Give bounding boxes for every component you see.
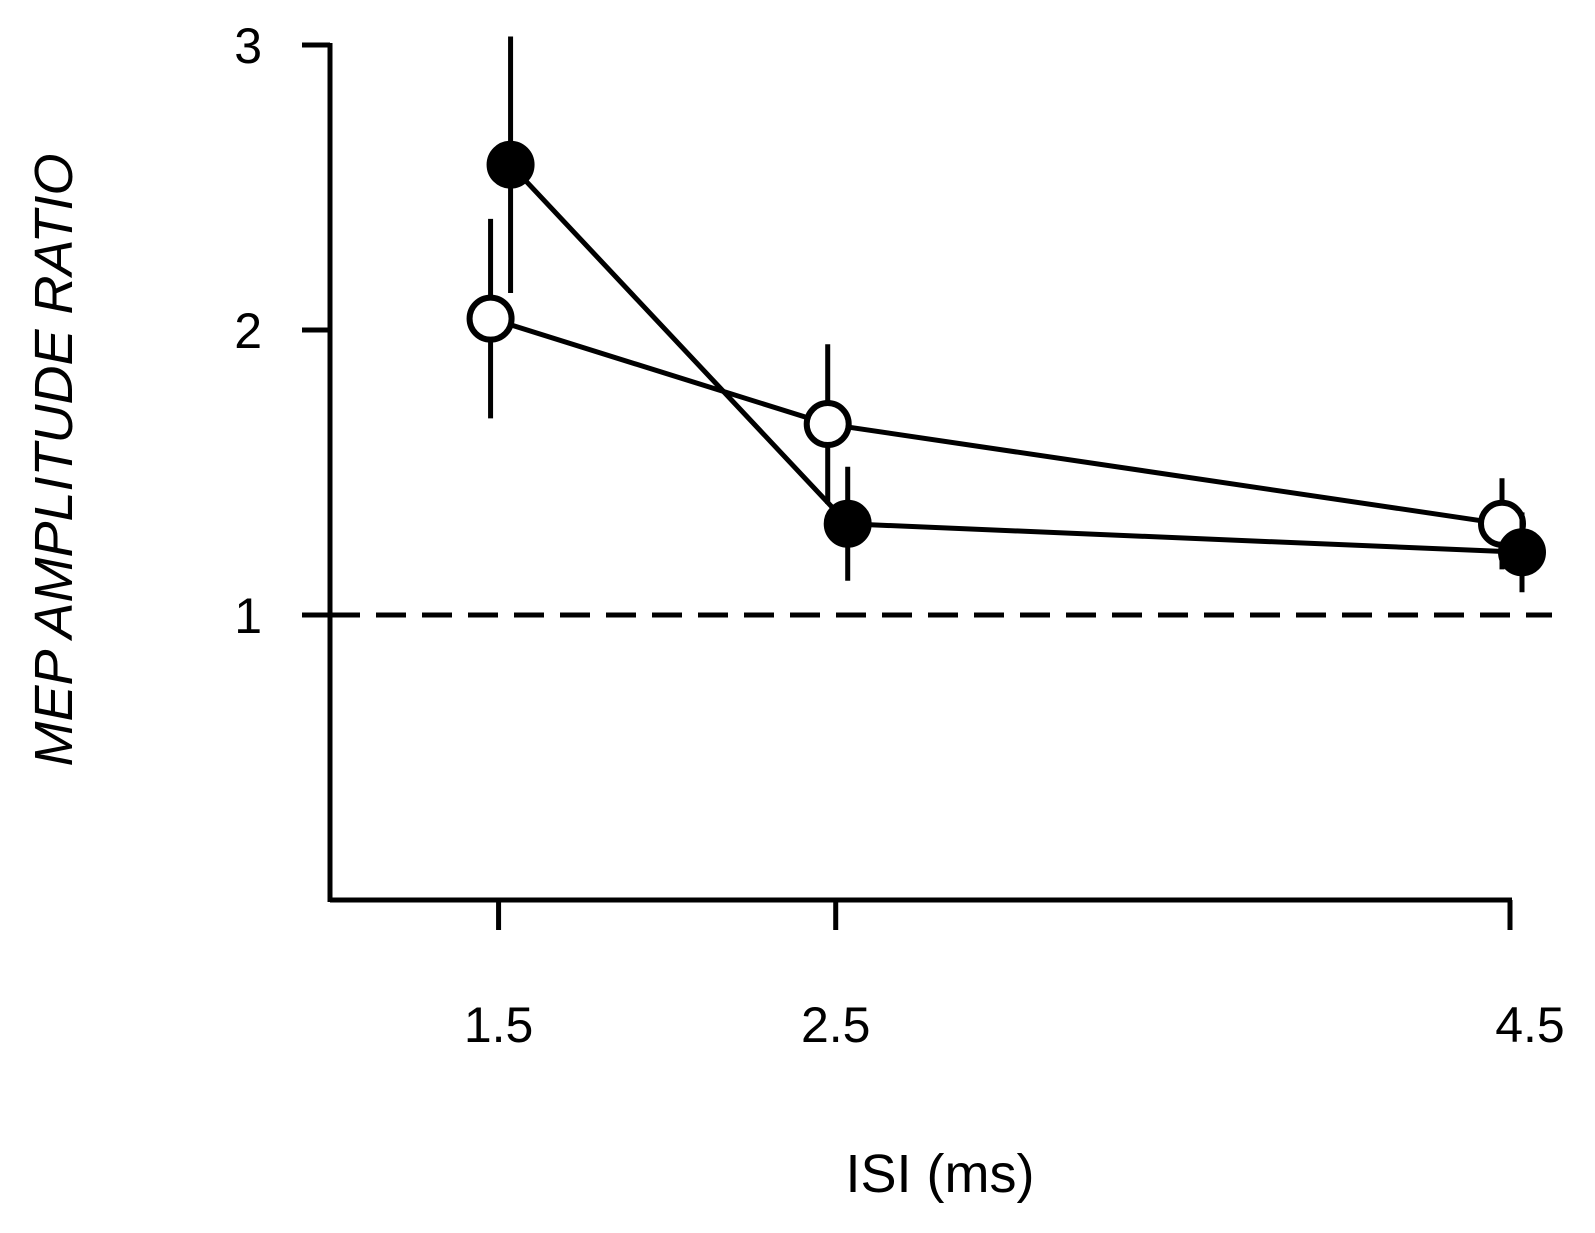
data-point-filled bbox=[486, 140, 535, 189]
series-line bbox=[489, 316, 1503, 527]
axes bbox=[327, 43, 1512, 903]
data-point-open bbox=[803, 400, 852, 449]
y-tick-label: 1 bbox=[234, 588, 262, 644]
y-tick-label: 2 bbox=[234, 303, 262, 359]
y-tick-label: 3 bbox=[234, 18, 262, 74]
series-1 bbox=[486, 36, 1546, 593]
x-axis-title: ISI (ms) bbox=[846, 1144, 1035, 1204]
series-2 bbox=[466, 218, 1526, 570]
x-tick-label: 4.5 bbox=[1495, 997, 1565, 1053]
x-ticks: 1.5 2.5 4.5 bbox=[464, 900, 1565, 1053]
x-tick-label: 1.5 bbox=[464, 997, 534, 1053]
data-point-filled bbox=[823, 499, 872, 548]
x-tick-label: 2.5 bbox=[801, 997, 871, 1053]
series-layer bbox=[466, 36, 1546, 593]
data-point-filled bbox=[1498, 528, 1546, 577]
data-point-open bbox=[466, 294, 515, 343]
y-ticks: 1 2 3 bbox=[234, 18, 330, 644]
series-line bbox=[508, 162, 1523, 555]
y-axis-title: MEP AMPLITUDE RATIO bbox=[24, 153, 84, 766]
